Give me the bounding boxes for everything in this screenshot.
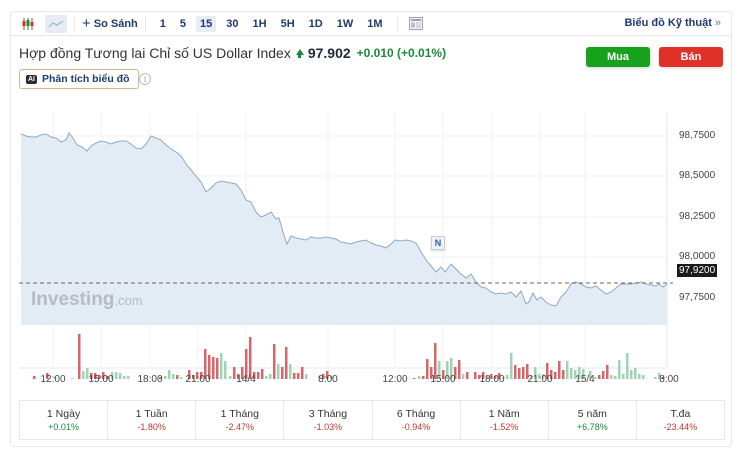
plus-icon: +	[82, 15, 91, 32]
area-chart-type-button[interactable]	[45, 14, 67, 33]
toolbar-divider	[396, 15, 398, 32]
period-3-months[interactable]: 3 Tháng -1.03%	[284, 401, 373, 439]
info-icon[interactable]: i	[139, 73, 151, 85]
x-axis-label: 14/4	[236, 374, 256, 385]
interval-selector: 1 5 15 30 1H 5H 1D 1W 1M	[153, 15, 390, 32]
period-1-day[interactable]: 1 Ngày +0.01%	[20, 401, 109, 439]
performance-periods: 1 Ngày +0.01% 1 Tuần -1.80% 1 Tháng -2.4…	[19, 400, 725, 440]
volume-bars	[33, 334, 665, 379]
compare-button[interactable]: + So Sánh	[82, 16, 138, 31]
interval-5h[interactable]: 5H	[280, 17, 295, 30]
instrument-header: Hợp đồng Tương lai Chỉ số US Dollar Inde…	[19, 45, 446, 61]
area-chart-icon	[48, 20, 64, 27]
layout-icon	[408, 17, 423, 30]
chart-widget: + So Sánh 1 5 15 30 1H 5H 1D 1W 1M	[10, 11, 732, 447]
interval-5[interactable]: 5	[179, 17, 187, 30]
toolbar-divider	[74, 15, 75, 32]
compare-label: So Sánh	[93, 17, 138, 30]
last-price: 97.902	[307, 45, 351, 61]
period-change: -1.52%	[489, 422, 519, 432]
y-axis-label: 98,0000	[679, 251, 716, 262]
watermark-suffix: .com	[114, 293, 143, 308]
period-6-months[interactable]: 6 Tháng -0.94%	[373, 401, 461, 439]
x-axis-label: 12:00	[40, 374, 66, 385]
arrow-up-icon	[295, 49, 304, 58]
period-change: -23.44%	[663, 422, 698, 432]
period-1-week[interactable]: 1 Tuần -1.80%	[108, 401, 197, 439]
y-axis-label: 98,7500	[679, 130, 716, 141]
period-label: 1 Năm	[488, 408, 520, 420]
x-axis-label: 18:00	[479, 374, 505, 385]
news-marker[interactable]: N	[431, 236, 445, 250]
technical-chart-link[interactable]: Biểu đồ Kỹ thuật»	[624, 17, 721, 29]
period-change: -1.03%	[313, 422, 343, 432]
period-label: 1 Ngày	[46, 408, 81, 420]
buy-button[interactable]: Mua	[586, 47, 650, 67]
period-5-years[interactable]: 5 năm +6.78%	[549, 401, 637, 439]
x-axis-label: 15:00	[88, 374, 114, 385]
x-axis-label: 18:00	[137, 374, 163, 385]
period-1-month[interactable]: 1 Tháng -2.47%	[196, 401, 285, 439]
candlestick-icon	[22, 17, 34, 30]
technical-chart-label: Biểu đồ Kỹ thuật	[624, 17, 712, 29]
price-line	[20, 132, 668, 307]
period-label: 3 Tháng	[308, 408, 348, 420]
period-label: T.đa	[670, 408, 691, 420]
interval-1[interactable]: 1	[159, 17, 166, 30]
sell-button[interactable]: Bán	[659, 47, 723, 67]
interval-1d[interactable]: 1D	[308, 17, 323, 30]
x-axis-label: 21:00	[527, 374, 553, 385]
ai-chart-analysis-label: Phân tích biểu đồ	[42, 73, 130, 85]
period-change: +6.78%	[576, 422, 608, 432]
period-1-year[interactable]: 1 Năm -1.52%	[461, 401, 549, 439]
layout-button[interactable]	[405, 15, 427, 33]
ai-icon: AI	[26, 74, 37, 84]
double-chevron-right-icon: »	[714, 17, 721, 29]
ai-chart-analysis-button[interactable]: AI Phân tích biểu đồ	[19, 69, 139, 89]
x-axis-label: 12:00	[382, 374, 408, 385]
price-area	[21, 133, 667, 325]
y-axis-label: 98,5000	[679, 170, 716, 181]
price-change-percent: (+0.01%)	[397, 46, 447, 60]
interval-15[interactable]: 15	[196, 15, 217, 32]
period-change: +0.01%	[48, 422, 79, 432]
period-label: 5 năm	[577, 408, 607, 420]
period-max[interactable]: T.đa -23.44%	[637, 401, 724, 439]
period-label: 1 Tuần	[135, 408, 168, 420]
x-axis-label: 21:00	[185, 374, 211, 385]
x-axis-label: 8:00	[318, 374, 338, 385]
x-axis-label: 15:00	[430, 374, 456, 385]
interval-30[interactable]: 30	[226, 17, 239, 30]
price-change: +0.010 (+0.01%)	[357, 46, 446, 60]
x-axis-label: 8:00	[659, 374, 679, 385]
y-axis-label: 97,7500	[679, 292, 716, 303]
toolbar-divider	[144, 15, 146, 32]
x-axis-label: 15/4	[575, 374, 595, 385]
interval-1h[interactable]: 1H	[252, 17, 267, 30]
price-change-value: +0.010	[356, 46, 394, 60]
current-price-label: 97,9200	[677, 264, 718, 277]
interval-1m[interactable]: 1M	[367, 17, 383, 30]
investing-watermark: Investing.com	[31, 289, 143, 311]
period-change: -1.80%	[137, 422, 166, 432]
period-change: -2.47%	[225, 422, 255, 432]
chart-toolbar: + So Sánh 1 5 15 30 1H 5H 1D 1W 1M	[11, 12, 731, 36]
y-axis-label: 98,2500	[679, 211, 716, 222]
period-change: -0.94%	[401, 422, 431, 432]
candlestick-chart-type-button[interactable]	[17, 15, 39, 33]
price-chart[interactable]	[11, 112, 731, 392]
interval-1w[interactable]: 1W	[336, 17, 354, 30]
watermark-text: Investing	[31, 289, 115, 310]
instrument-title: Hợp đồng Tương lai Chỉ số US Dollar Inde…	[19, 45, 291, 61]
period-label: 1 Tháng	[220, 408, 259, 420]
period-label: 6 Tháng	[396, 408, 436, 420]
